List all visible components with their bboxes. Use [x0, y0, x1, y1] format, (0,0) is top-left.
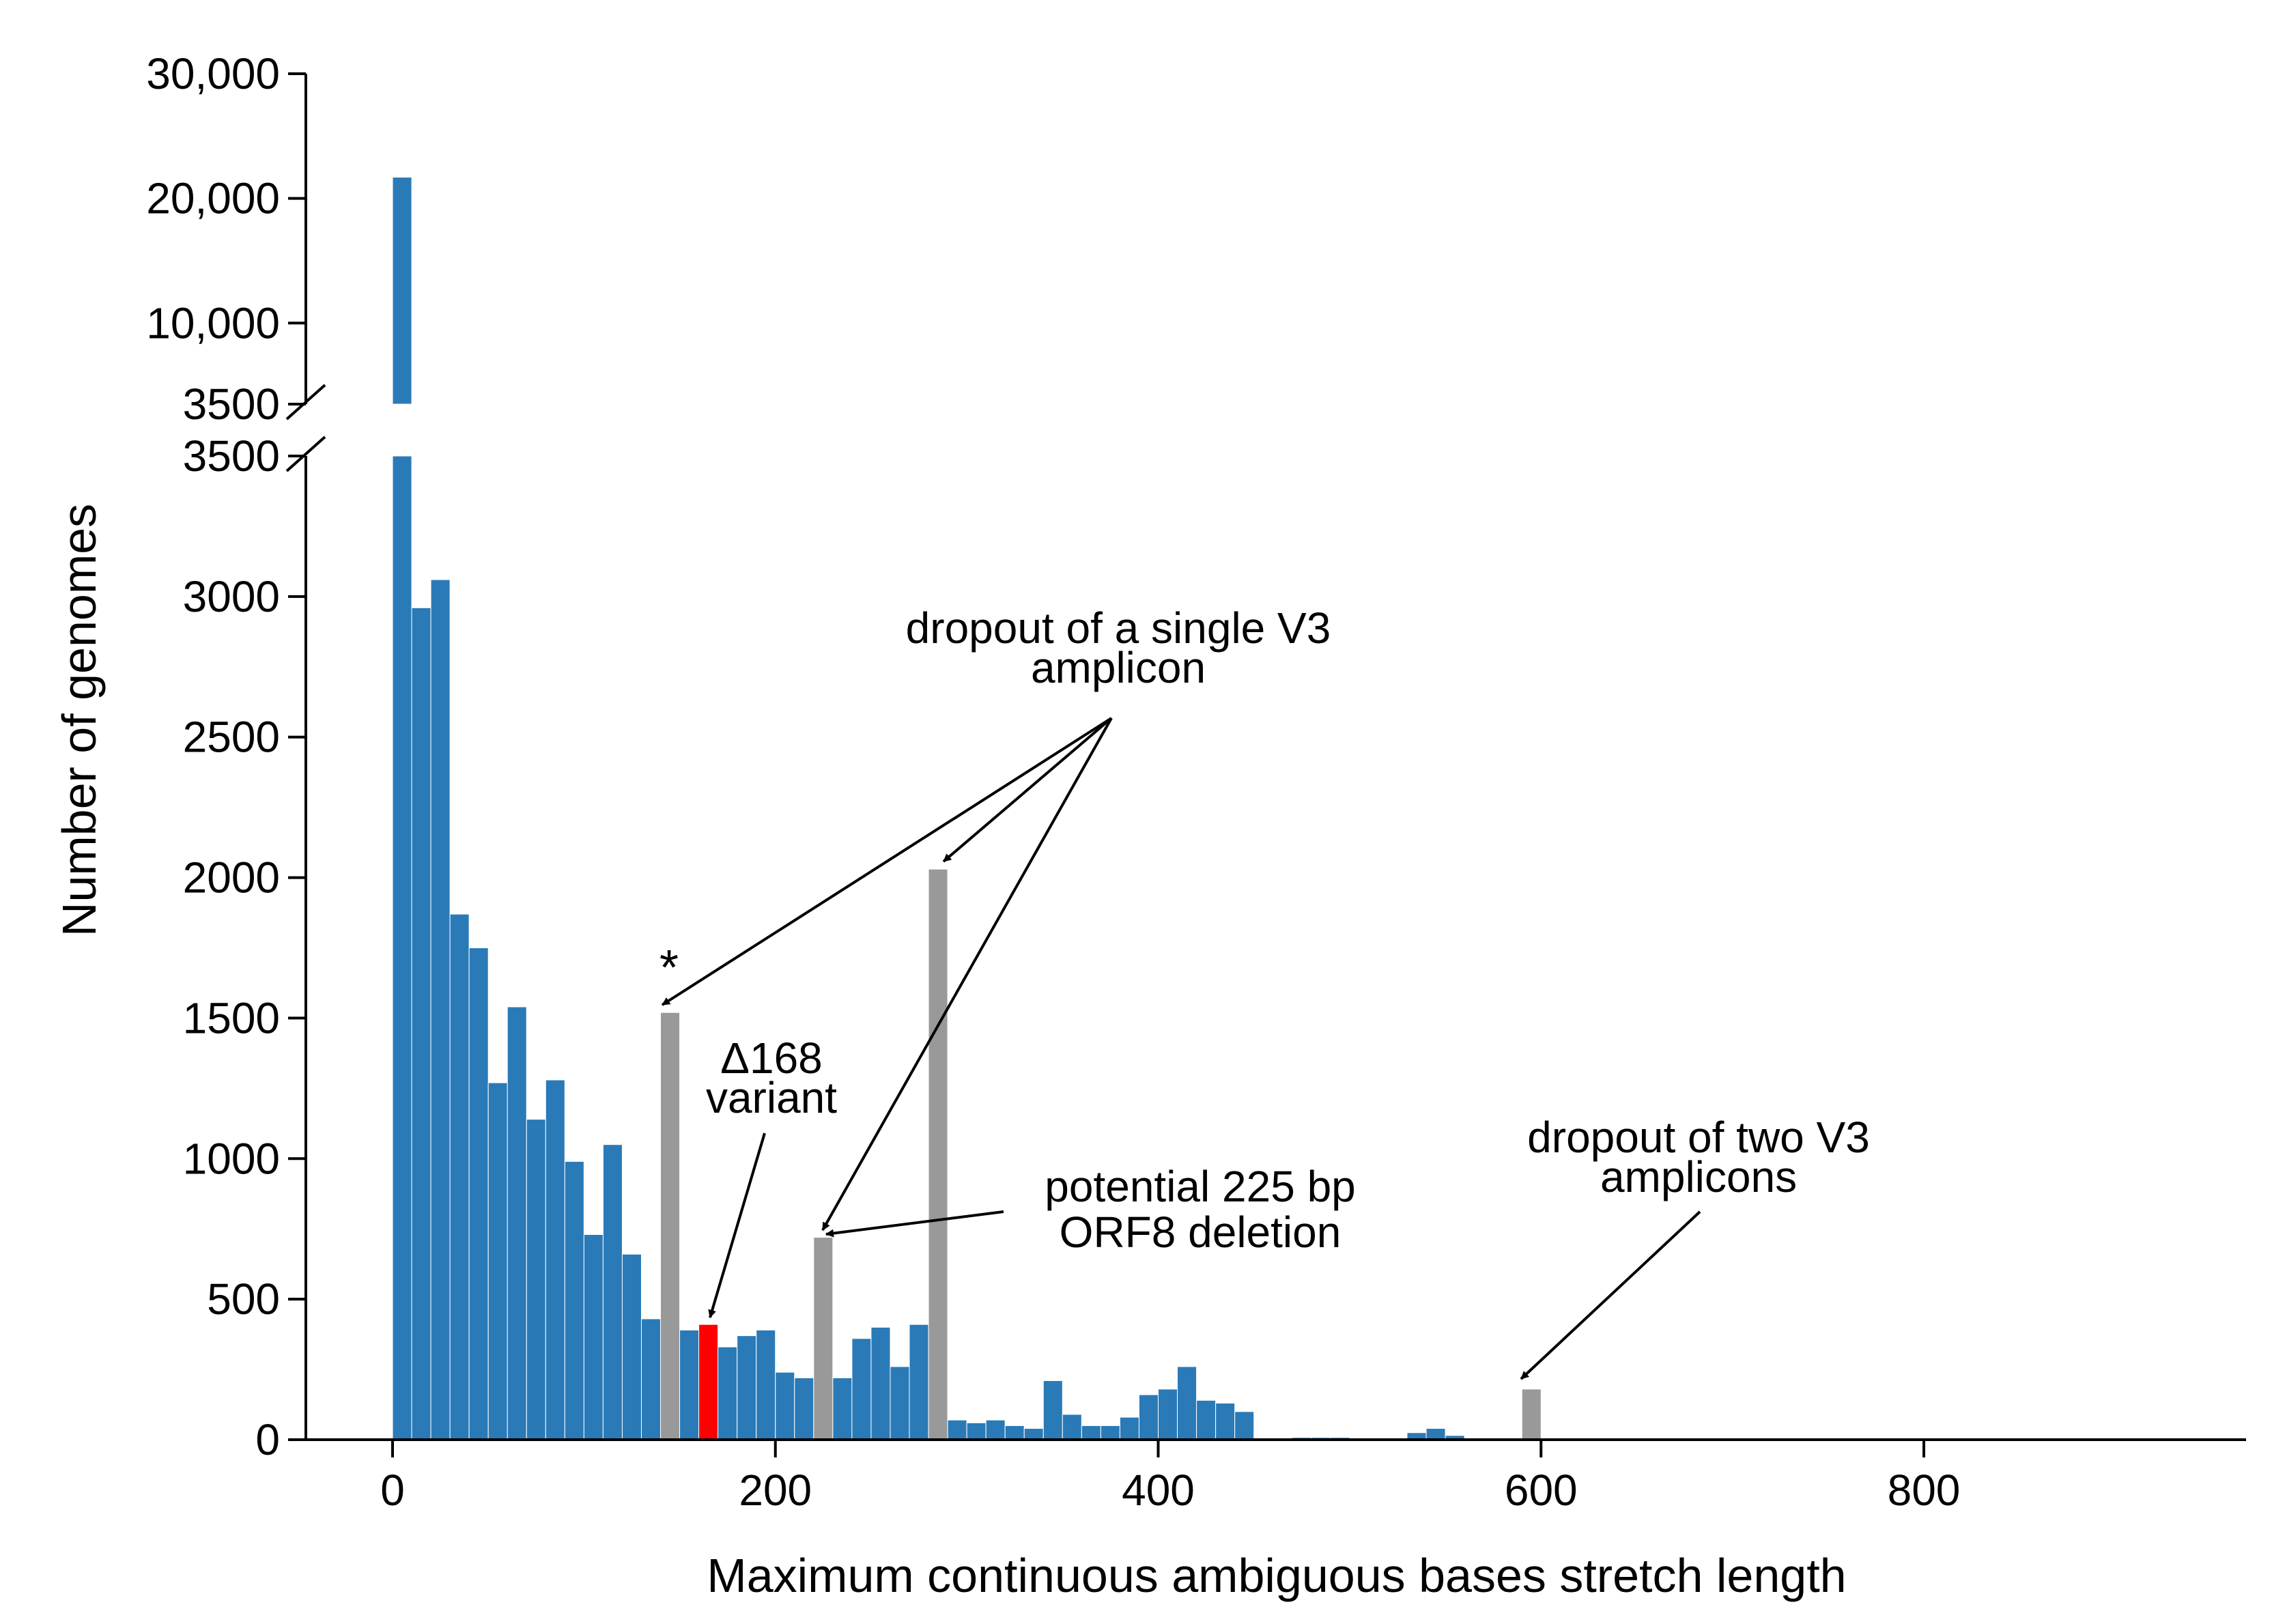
bar-540 [1425, 1428, 1446, 1440]
y-tick-label-lower-3500: 3500 [183, 431, 280, 481]
y-tick-label-lower-3000: 3000 [183, 572, 280, 621]
bar-590 [1521, 1388, 1542, 1440]
bar-220 [813, 1237, 834, 1440]
bar-70 [526, 1119, 546, 1440]
arrow-single-to-225 [821, 717, 1113, 1231]
annotation-delta168: Δ168 variant [706, 1034, 837, 1122]
bar-320 [1004, 1425, 1025, 1440]
arrow-two-dropouts [1520, 1210, 1701, 1380]
annotation-two-dropouts: dropout of two V3 amplicons [1527, 1113, 1870, 1201]
y-tick-label-lower-500: 500 [207, 1274, 280, 1324]
bar-170 [718, 1346, 738, 1440]
y-tick-label-upper-3500: 3500 [183, 380, 280, 429]
bar-100 [583, 1234, 604, 1440]
x-tick-label-800: 800 [1888, 1466, 1961, 1515]
y-tick-label-lower-1500: 1500 [183, 993, 280, 1042]
annotation-orf8-line2: ORF8 deletion [1060, 1208, 1342, 1257]
bar-290 [947, 1419, 967, 1440]
bar-350 [1062, 1414, 1082, 1440]
y-tick-label-lower-2000: 2000 [183, 853, 280, 902]
bar-430 [1215, 1402, 1236, 1440]
bar-330 [1023, 1428, 1044, 1440]
bar-90 [564, 1160, 584, 1440]
bar-180 [737, 1335, 757, 1440]
y-axis-label: Number of genomes [53, 504, 106, 937]
annotation-delta168-line2: variant [706, 1073, 837, 1122]
bar-250 [870, 1326, 891, 1440]
bar-420 [1196, 1399, 1217, 1440]
bar-30 [449, 913, 470, 1440]
bar-160 [698, 1324, 719, 1440]
bar-410 [1177, 1366, 1197, 1440]
x-axis-label: Maximum continuous ambiguous bases stret… [707, 1549, 1846, 1602]
bar-260 [890, 1366, 910, 1440]
arrow-single-to-145 [661, 717, 1113, 1006]
bar-50 [487, 1082, 508, 1440]
bar-210 [794, 1377, 814, 1440]
y-tick-label-lower-0: 0 [255, 1415, 280, 1464]
arrow-orf8 [825, 1210, 1004, 1238]
bar-190 [756, 1329, 776, 1440]
y-tick-label-lower-1000: 1000 [183, 1134, 280, 1183]
annotation-single-dropout-line1: dropout of a single V3 [906, 603, 1331, 653]
axis-break-mark-upper [285, 384, 326, 421]
bar-110 [602, 1144, 623, 1440]
annotation-single-dropout: dropout of a single V3 amplicon [906, 603, 1331, 692]
bar-390 [1138, 1394, 1159, 1440]
bar-240 [851, 1338, 872, 1440]
bars-group [392, 177, 1542, 1440]
bar-440 [1234, 1411, 1255, 1440]
x-tick-label-400: 400 [1122, 1466, 1195, 1515]
y-tick-label-upper-20000: 20,000 [146, 174, 280, 223]
bar-0-upper [392, 177, 412, 405]
bar-130 [640, 1318, 662, 1440]
bar-20 [430, 579, 451, 1440]
arrow-delta168 [708, 1132, 766, 1318]
bar-340 [1042, 1380, 1063, 1440]
bar-310 [985, 1419, 1006, 1440]
bar-80 [545, 1079, 565, 1440]
arrow-single-to-285 [942, 717, 1113, 863]
y-tick-label-lower-2500: 2500 [183, 713, 280, 762]
annotation-orf8-deletion: potential 225 bp ORF8 deletion [1045, 1162, 1356, 1257]
annotation-two-dropouts-line1: dropout of two V3 [1527, 1113, 1870, 1162]
bar-360 [1081, 1425, 1101, 1440]
bar-300 [966, 1422, 987, 1440]
bar-0-lower [392, 455, 412, 1440]
y-tick-label-upper-10000: 10,000 [146, 298, 280, 347]
bar-140 [660, 1012, 681, 1440]
bar-150 [679, 1329, 700, 1440]
bar-270 [909, 1324, 929, 1440]
ticks-group: 0 200 400 600 800 0 500 1000 1500 2000 2500 3000 350… [146, 49, 1960, 1515]
annotation-two-dropouts-line2: amplicons [1600, 1152, 1797, 1201]
y-tick-label-upper-30000: 30,000 [146, 49, 280, 98]
asterisk-marker: * [659, 941, 679, 995]
bar-400 [1158, 1388, 1178, 1440]
annotation-single-dropout-line2: amplicon [1031, 643, 1206, 692]
bar-370 [1100, 1425, 1120, 1440]
bar-200 [775, 1371, 795, 1440]
axis-break-mark-lower [285, 436, 326, 472]
annotation-delta168-line1: Δ168 [720, 1034, 823, 1083]
x-tick-label-600: 600 [1505, 1466, 1578, 1515]
bar-120 [621, 1253, 642, 1440]
x-tick-label-200: 200 [739, 1466, 812, 1515]
bar-280 [928, 868, 948, 1440]
bar-60 [507, 1006, 527, 1440]
bar-10 [411, 607, 431, 1440]
x-tick-label-0: 0 [380, 1466, 405, 1515]
bar-380 [1119, 1416, 1139, 1440]
annotation-orf8-line1: potential 225 bp [1045, 1162, 1356, 1211]
bar-40 [468, 948, 489, 1440]
bar-230 [832, 1377, 853, 1440]
